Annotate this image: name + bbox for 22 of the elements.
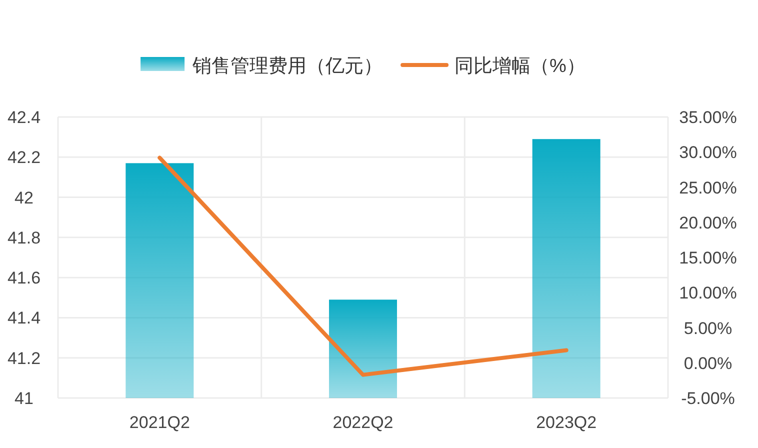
y-tick-label: 42 — [14, 188, 34, 208]
y2-tick-label: 25.00% — [679, 178, 737, 198]
x-tick-label: 2022Q2 — [332, 413, 394, 432]
y2-tick-label: 35.00% — [679, 108, 737, 127]
y2-tick-label: 10.00% — [679, 284, 737, 303]
legend-label: 同比增幅（%） — [454, 56, 586, 77]
y-tick-label: 41.8 — [7, 228, 41, 248]
y2-tick-label: 20.00% — [679, 213, 737, 232]
y-tick-label: 41.6 — [7, 268, 41, 288]
y2-tick-label: 0.00% — [684, 354, 732, 373]
x-tick-label: 2021Q2 — [129, 413, 190, 432]
y2-tick-label: 15.00% — [679, 248, 737, 268]
y-tick-label: 42.4 — [7, 108, 41, 127]
x-tick-label: 2023Q2 — [536, 413, 597, 432]
y-tick-label: 41 — [14, 389, 34, 408]
y-tick-label: 41.2 — [7, 348, 41, 368]
y-tick-label: 41.4 — [7, 308, 41, 328]
y2-tick-label: 30.00% — [679, 143, 737, 162]
legend-label: 销售管理费用（亿元） — [192, 56, 383, 77]
y-tick-label: 42.2 — [7, 148, 41, 168]
y2-tick-label: 5.00% — [684, 318, 732, 338]
y2-tick-label: -5.00% — [681, 389, 735, 408]
